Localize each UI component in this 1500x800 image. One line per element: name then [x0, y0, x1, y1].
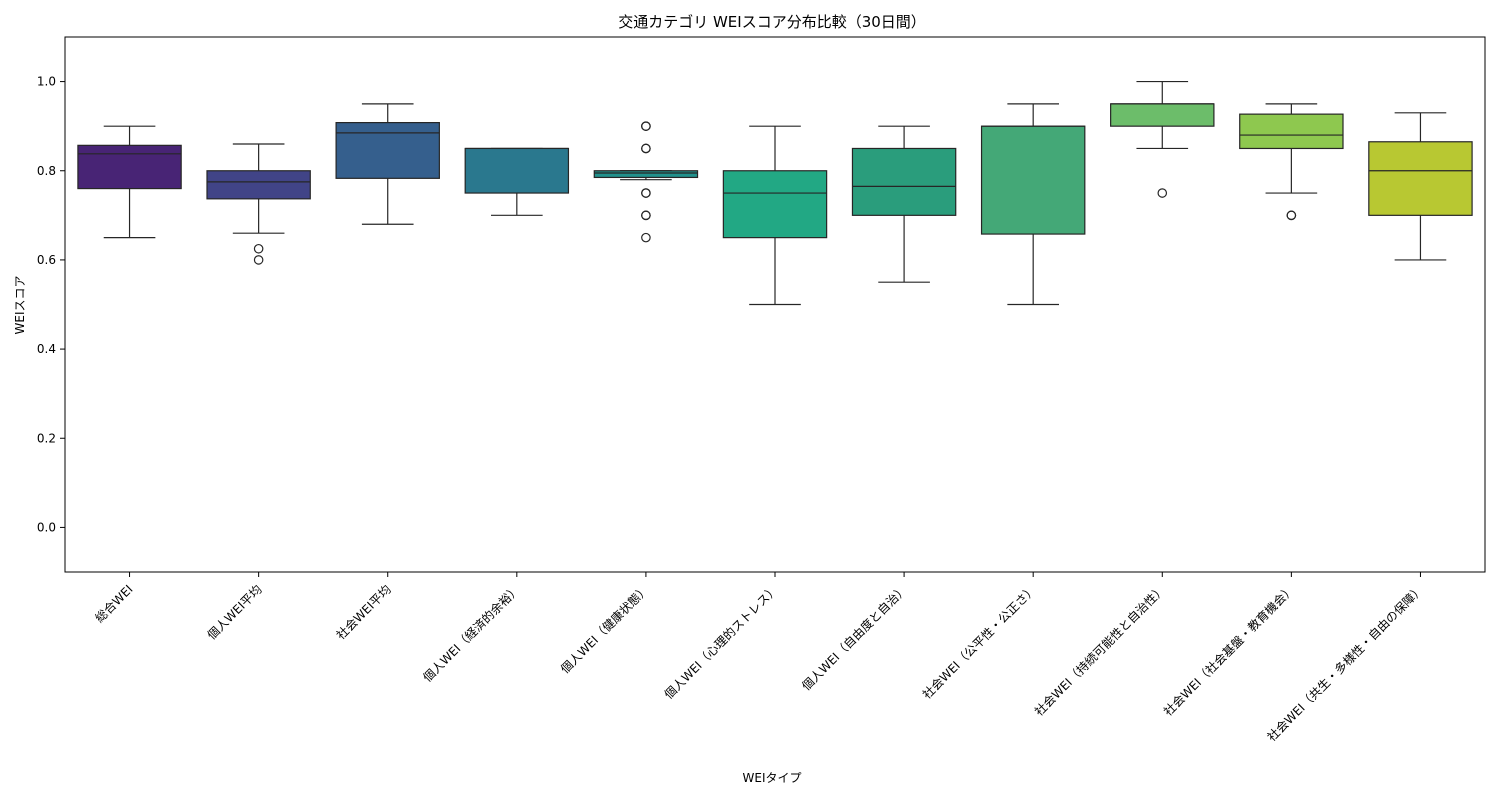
box-group: [722, 125, 828, 306]
x-tick-label: 社会WEI（社会基盤・教育機会）: [1160, 582, 1297, 719]
box: [980, 125, 1086, 235]
box: [593, 170, 699, 179]
box-group: [464, 147, 570, 216]
x-tick-label: 社会WEI（共生・多様性・自由の保障）: [1264, 582, 1427, 745]
x-tick-label: 個人WEI（自由度と自治）: [798, 582, 910, 694]
x-tick-label: 個人WEI平均: [205, 582, 265, 642]
box: [335, 121, 440, 179]
boxes-layer: [77, 80, 1473, 306]
box-group: [335, 103, 440, 225]
box: [851, 147, 957, 216]
box-group: [593, 121, 699, 243]
x-tick-label: 個人WEI（健康状態）: [557, 582, 652, 677]
x-axis: 総合WEI 個人WEI平均 社会WEI平均 個人WEI（経済的余裕） 個人WEI（健康状…: [92, 572, 1427, 744]
x-tick-label: 個人WEI（経済的余裕）: [420, 582, 523, 685]
outlier-point: [641, 121, 651, 131]
x-axis-label: WEIタイプ: [743, 771, 802, 785]
box-group: [980, 103, 1086, 306]
box: [77, 144, 182, 190]
y-tick-label: 1.0: [37, 75, 56, 89]
box-group: [77, 125, 182, 239]
y-tick-label: 0.4: [37, 342, 56, 356]
box-group: [851, 125, 957, 283]
x-tick-label: 個人WEI（心理的ストレス）: [661, 582, 781, 702]
box: [1239, 113, 1344, 150]
box: [206, 170, 311, 200]
box-group: [1110, 80, 1215, 198]
box-group: [1368, 112, 1473, 261]
outlier-point: [641, 232, 651, 243]
box-group: [206, 143, 311, 265]
x-tick-label: 社会WEI（持続可能性と自治性）: [1031, 582, 1168, 719]
outlier-point: [641, 143, 651, 154]
outlier-point: [1286, 210, 1297, 221]
outlier-point: [641, 188, 651, 198]
box: [1110, 103, 1215, 127]
x-tick-label: 社会WEI（公平性・公正さ）: [919, 582, 1039, 702]
box-group: [1239, 103, 1344, 221]
y-tick-label: 0.2: [37, 431, 56, 445]
x-tick-label: 社会WEI平均: [333, 582, 394, 643]
outlier-point: [253, 243, 264, 254]
box: [1368, 141, 1473, 216]
box: [464, 147, 570, 194]
x-tick-label: 総合WEI: [92, 582, 136, 626]
y-axis-label: WEIスコア: [13, 276, 27, 335]
y-tick-label: 0.0: [37, 520, 56, 534]
y-tick-label: 0.8: [37, 164, 56, 178]
y-tick-label: 0.6: [37, 253, 56, 267]
outlier-point: [1157, 188, 1168, 198]
outlier-point: [641, 210, 651, 221]
chart-title: 交通カテゴリ WEIスコア分布比較（30日間）: [618, 13, 926, 31]
box: [722, 170, 828, 239]
outlier-point: [253, 255, 264, 265]
y-axis: 0.0 0.2 0.4 0.6 0.8 1.0: [37, 75, 65, 534]
